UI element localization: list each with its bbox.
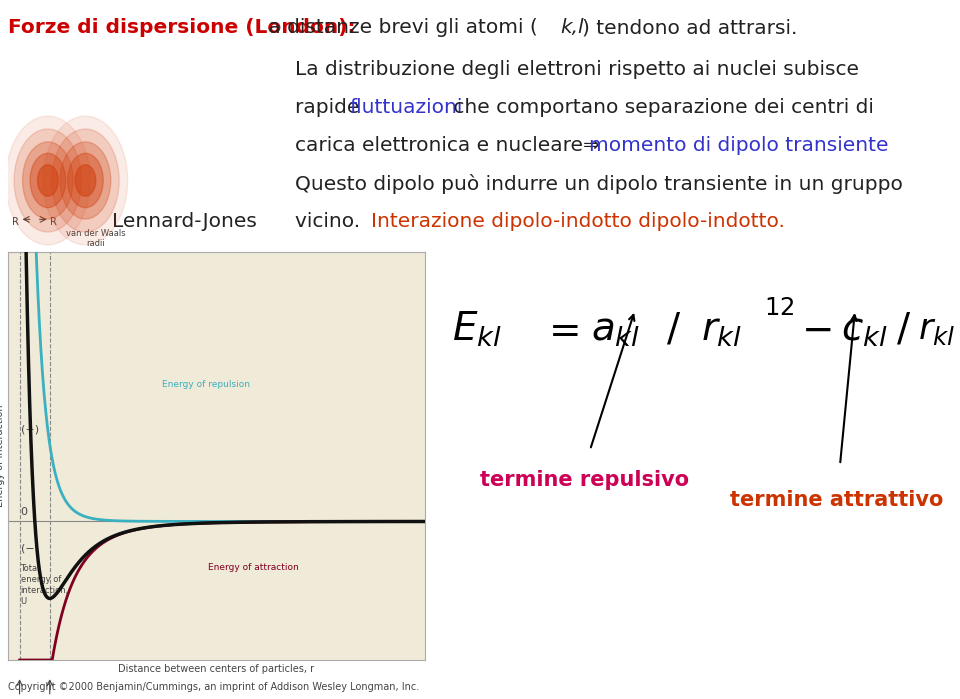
Circle shape — [30, 153, 65, 208]
Circle shape — [22, 142, 73, 219]
Circle shape — [67, 153, 104, 208]
Text: $/$: $/$ — [896, 310, 911, 349]
Text: $r_{kl}$: $r_{kl}$ — [919, 312, 955, 347]
Text: $r_{kl}$: $r_{kl}$ — [701, 310, 742, 349]
Text: che comportano separazione dei centri di: che comportano separazione dei centri di — [447, 98, 874, 117]
Circle shape — [37, 165, 59, 196]
Text: (+): (+) — [20, 424, 38, 434]
Text: $E_{kl}$: $E_{kl}$ — [451, 310, 501, 350]
Text: van der Waals
radii: van der Waals radii — [65, 229, 126, 248]
Circle shape — [14, 129, 82, 232]
Text: $a_{kl}$: $a_{kl}$ — [591, 310, 640, 349]
Text: 0: 0 — [20, 507, 28, 517]
Text: Questo dipolo può indurre un dipolo transiente in un gruppo: Questo dipolo può indurre un dipolo tran… — [295, 174, 902, 194]
Text: termine repulsivo: termine repulsivo — [480, 470, 689, 490]
Text: termine attrattivo: termine attrattivo — [730, 490, 944, 510]
Text: $c_{kl}$: $c_{kl}$ — [841, 310, 888, 349]
Text: rapide: rapide — [295, 98, 366, 117]
Circle shape — [52, 129, 119, 232]
Text: ) tendono ad attrarsi.: ) tendono ad attrarsi. — [582, 18, 798, 37]
Text: Energy of attraction: Energy of attraction — [208, 563, 299, 572]
Text: R: R — [12, 217, 19, 227]
Text: a distanze brevi gli atomi (: a distanze brevi gli atomi ( — [262, 18, 538, 37]
Text: R: R — [51, 217, 58, 227]
Y-axis label: Energy of interaction: Energy of interaction — [0, 405, 5, 507]
Text: La distribuzione degli elettroni rispetto ai nuclei subisce: La distribuzione degli elettroni rispett… — [295, 60, 859, 79]
Text: fluttuazioni: fluttuazioni — [349, 98, 463, 117]
Circle shape — [75, 165, 96, 196]
Circle shape — [6, 116, 90, 245]
Circle shape — [60, 142, 110, 219]
Text: (−): (−) — [20, 543, 38, 554]
Text: momento di dipolo transiente: momento di dipolo transiente — [589, 136, 889, 155]
Text: $12$: $12$ — [763, 296, 794, 320]
Text: Interazione dipolo-indotto dipolo-indotto.: Interazione dipolo-indotto dipolo-indott… — [371, 212, 785, 231]
Text: carica elettronica e nucleare⇒: carica elettronica e nucleare⇒ — [295, 136, 607, 155]
Text: $=$: $=$ — [541, 310, 580, 349]
Text: Energy of repulsion: Energy of repulsion — [162, 380, 251, 389]
Text: $-$: $-$ — [801, 310, 831, 349]
Text: vicino.: vicino. — [295, 212, 379, 231]
Text: Total
energy of
interaction,
U: Total energy of interaction, U — [20, 564, 69, 606]
Text: $/$: $/$ — [666, 310, 682, 349]
Text: k,l: k,l — [560, 18, 584, 37]
Text: Copyright ©2000 Benjamin/Cummings, an imprint of Addison Wesley Longman, Inc.: Copyright ©2000 Benjamin/Cummings, an im… — [8, 682, 420, 692]
X-axis label: Distance between centers of particles, r: Distance between centers of particles, r — [118, 664, 315, 674]
Text: Forze di dispersione (London):: Forze di dispersione (London): — [8, 18, 355, 37]
Circle shape — [43, 116, 128, 245]
Text: Lennard-Jones: Lennard-Jones — [112, 212, 257, 231]
